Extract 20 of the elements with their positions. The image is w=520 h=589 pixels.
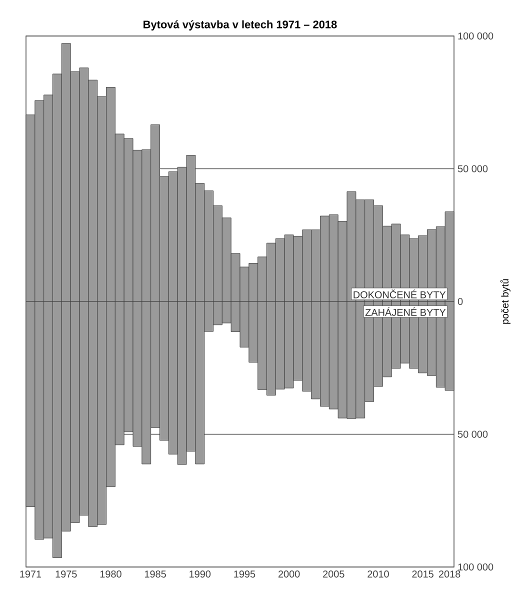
x-tick-label: 1990 — [190, 570, 211, 578]
x-tick-label: 1995 — [234, 570, 256, 578]
y-tick-label: 0 — [458, 298, 463, 306]
series-label: DOKONČENÉ BYTY — [354, 289, 446, 298]
x-tick-label: 2000 — [278, 570, 300, 578]
x-tick-label: 1975 — [56, 570, 77, 578]
chart-title: Bytová výstavba v letech 1971 – 2018 — [144, 20, 337, 30]
x-tick-label: 2005 — [323, 570, 344, 578]
x-tick-label: 2010 — [368, 570, 389, 578]
y-tick-label: 100 000 — [458, 32, 494, 40]
y-tick-label: 100 000 — [458, 563, 494, 571]
series-label: ZAHÁJENÉ BYTY — [365, 307, 446, 316]
x-tick-label: 2018 — [438, 570, 460, 578]
y-tick-label: 50 000 — [458, 165, 488, 172]
x-tick-label: 1971 — [20, 570, 42, 578]
x-tick-label: 2015 — [412, 570, 434, 578]
y-axis-title: počet bytů — [500, 279, 510, 324]
x-tick-label: 1980 — [100, 570, 122, 578]
y-tick-label: 50 000 — [458, 430, 488, 438]
x-tick-label: 1985 — [144, 570, 166, 578]
